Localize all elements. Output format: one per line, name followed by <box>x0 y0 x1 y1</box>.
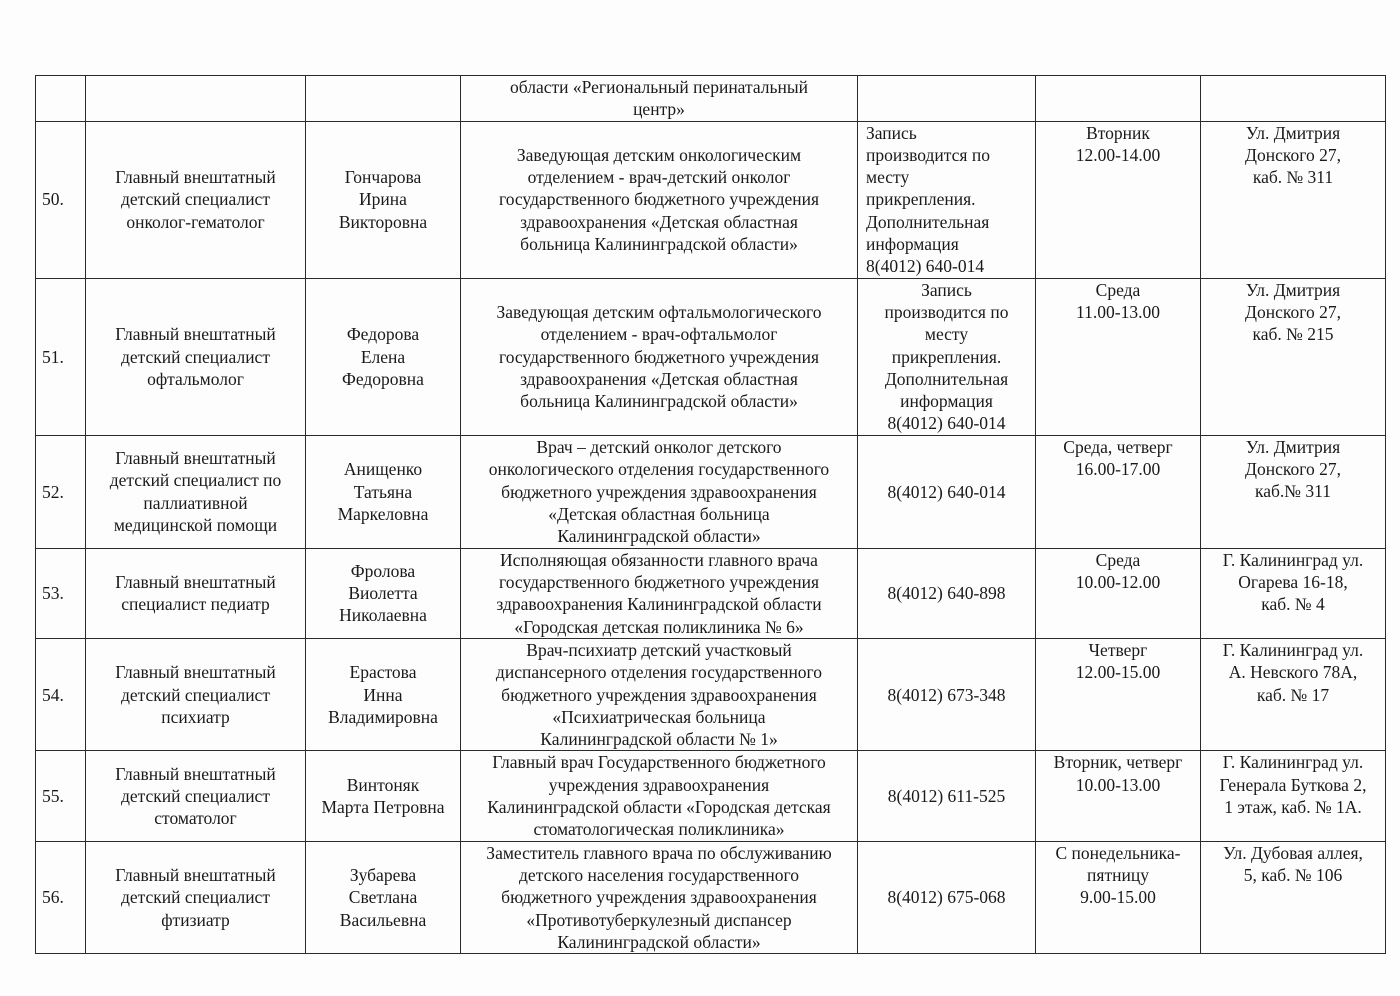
cell-position: Главный внештатный детский специалист пс… <box>85 637 306 752</box>
cell-schedule: Среда, четверг 16.00-17.00 <box>1035 434 1201 549</box>
table-row: 53. Главный внештатный специалист педиатр… <box>35 547 1386 639</box>
cell-job: Главный врач Государственного бюджетного… <box>460 750 858 842</box>
cell-schedule: Среда 10.00-12.00 <box>1035 547 1201 639</box>
cell-contact: 8(4012) 673-348 <box>857 637 1036 752</box>
cell-position: Главный внештатный специалист педиатр <box>85 547 306 639</box>
cell-num: 55. <box>35 750 86 842</box>
specialists-table: области «Региональный перинатальный цент… <box>35 75 1386 955</box>
cell-position: Главный внештатный детский специалист он… <box>85 120 306 279</box>
cell-contact: Запись производится по месту прикреплени… <box>857 120 1036 279</box>
cell-job: Врач – детский онколог детского онкологи… <box>460 434 858 549</box>
continuation-row: области «Региональный перинатальный цент… <box>35 75 1386 122</box>
cell-schedule: Четверг 12.00-15.00 <box>1035 637 1201 752</box>
cell-address: Г. Калининград ул. Генерала Буткова 2, 1… <box>1200 750 1386 842</box>
cell-position: Главный внештатный детский специалист ст… <box>85 750 306 842</box>
cell-contact: 8(4012) 640-898 <box>857 547 1036 639</box>
cell-job: Заместитель главного врача по обслуживан… <box>460 840 858 955</box>
cell-name: Винтоняк Марта Петровна <box>305 750 461 842</box>
cell-contact: 8(4012) 640-014 <box>857 434 1036 549</box>
cell-name <box>305 75 461 122</box>
cell-schedule <box>1035 75 1201 122</box>
cell-name: Анищенко Татьяна Маркеловна <box>305 434 461 549</box>
table-row: 56. Главный внештатный детский специалист… <box>35 840 1386 955</box>
cell-address <box>1200 75 1386 122</box>
cell-num: 52. <box>35 434 86 549</box>
cell-contact: Запись производится по месту прикреплени… <box>857 277 1036 436</box>
cell-name: Зубарева Светлана Васильевна <box>305 840 461 955</box>
table-row: 50. Главный внештатный детский специалист… <box>35 120 1386 279</box>
cell-address: Ул. Дмитрия Донского 27, каб. № 215 <box>1200 277 1386 436</box>
cell-job: области «Региональный перинатальный цент… <box>460 75 858 122</box>
cell-num <box>35 75 86 122</box>
table-row: 51. Главный внештатный детский специалист… <box>35 277 1386 436</box>
cell-position <box>85 75 306 122</box>
cell-name: Фролова Виолетта Николаевна <box>305 547 461 639</box>
cell-position: Главный внештатный детский специалист по… <box>85 434 306 549</box>
cell-job: Заведующая детским онкологическим отделе… <box>460 120 858 279</box>
cell-job: Заведующая детским офтальмологического о… <box>460 277 858 436</box>
cell-address: Г. Калининград ул. А. Невского 78А, каб.… <box>1200 637 1386 752</box>
cell-name: Гончарова Ирина Викторовна <box>305 120 461 279</box>
cell-contact <box>857 75 1036 122</box>
cell-num: 50. <box>35 120 86 279</box>
cell-contact: 8(4012) 675-068 <box>857 840 1036 955</box>
cell-position: Главный внештатный детский специалист оф… <box>85 277 306 436</box>
table-row: 54. Главный внештатный детский специалист… <box>35 637 1386 752</box>
cell-num: 53. <box>35 547 86 639</box>
cell-name: Федорова Елена Федоровна <box>305 277 461 436</box>
cell-num: 54. <box>35 637 86 752</box>
cell-address: Г. Калининград ул. Огарева 16-18, каб. №… <box>1200 547 1386 639</box>
cell-num: 51. <box>35 277 86 436</box>
cell-job: Врач-психиатр детский участковый диспанс… <box>460 637 858 752</box>
cell-job: Исполняющая обязанности главного врача г… <box>460 547 858 639</box>
cell-schedule: С понедельника- пятницу 9.00-15.00 <box>1035 840 1201 955</box>
cell-address: Ул. Дмитрия Донского 27, каб. № 311 <box>1200 120 1386 279</box>
cell-schedule: Среда 11.00-13.00 <box>1035 277 1201 436</box>
cell-address: Ул. Дубовая аллея, 5, каб. № 106 <box>1200 840 1386 955</box>
cell-num: 56. <box>35 840 86 955</box>
cell-address: Ул. Дмитрия Донского 27, каб.№ 311 <box>1200 434 1386 549</box>
cell-name: Ерастова Инна Владимировна <box>305 637 461 752</box>
table-row: 52. Главный внештатный детский специалист… <box>35 434 1386 549</box>
cell-schedule: Вторник 12.00-14.00 <box>1035 120 1201 279</box>
cell-schedule: Вторник, четверг 10.00-13.00 <box>1035 750 1201 842</box>
cell-contact: 8(4012) 611-525 <box>857 750 1036 842</box>
table-row: 55. Главный внештатный детский специалист… <box>35 750 1386 842</box>
cell-position: Главный внештатный детский специалист фт… <box>85 840 306 955</box>
